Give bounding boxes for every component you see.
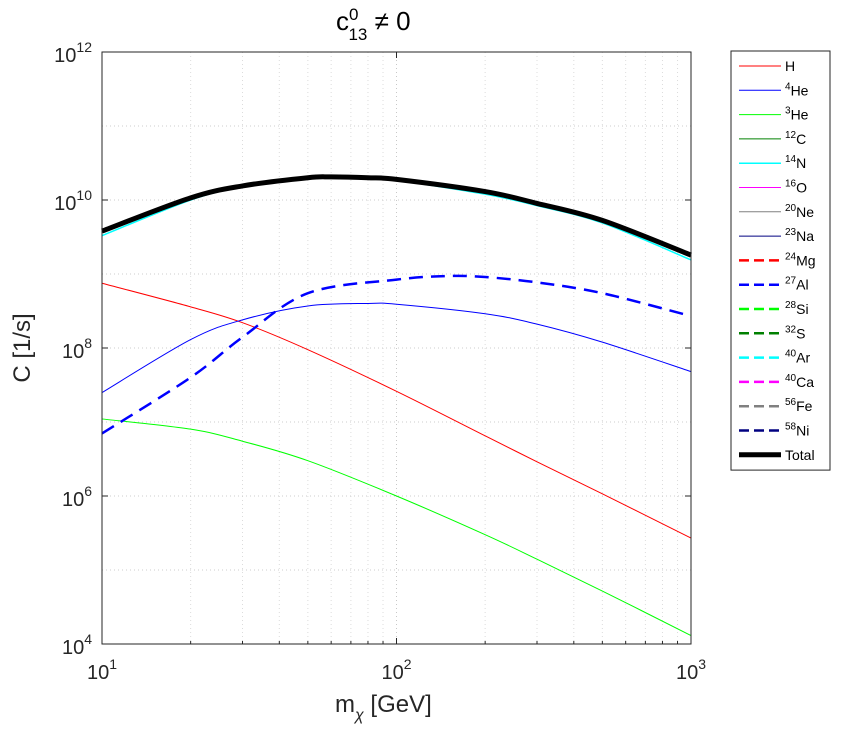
legend-label-16O: 16O xyxy=(785,179,807,196)
x-axis-label: mχ [GeV] xyxy=(335,691,432,724)
legend-label-4He: 4He xyxy=(785,81,809,98)
series-line-Total xyxy=(101,174,692,258)
legend-label-3He: 3He xyxy=(785,106,809,123)
series-line-27Al xyxy=(101,274,692,435)
x-axis-label-rest: [GeV] xyxy=(364,691,432,718)
legend-label-Total: Total xyxy=(785,447,815,463)
legend-label-24Mg: 24Mg xyxy=(785,251,816,268)
title-rest: ≠ 0 xyxy=(367,6,410,36)
y-tick-label: 106 xyxy=(62,483,92,511)
legend-label-58Ni: 58Ni xyxy=(785,422,809,439)
y-tick-label: 104 xyxy=(62,631,92,659)
legend-label-28Si: 28Si xyxy=(785,300,809,317)
title-base: c xyxy=(336,6,349,36)
chart-title: c0 13 ≠ 0 xyxy=(336,5,411,44)
series-line-4He xyxy=(101,302,692,393)
x-tick-label: 101 xyxy=(87,656,117,684)
y-axis-label: C [1/s] xyxy=(9,313,36,382)
legend-label-23Na: 23Na xyxy=(785,227,814,244)
legend-label-40Ar: 40Ar xyxy=(785,349,810,366)
y-tick-label: 1010 xyxy=(54,187,92,215)
legend-label-12C: 12C xyxy=(785,130,806,147)
legend-label-27Al: 27Al xyxy=(785,276,809,293)
y-tick-label: 1012 xyxy=(54,39,92,67)
legend-label-14N: 14N xyxy=(785,154,806,171)
axes xyxy=(101,51,692,645)
x-tick-label: 103 xyxy=(676,656,706,684)
tick-labels: 101 102 103 104 106 108 1010 1012 xyxy=(54,39,706,684)
series-line-3He xyxy=(101,418,692,637)
legend-label-H: H xyxy=(785,58,795,74)
title-sup: 0 xyxy=(349,5,358,24)
legend: H 4He 3He 12C 14N 16O 20Ne 23Na 24Mg 27Al 28Si 32S 4… xyxy=(730,50,831,471)
series-group xyxy=(101,174,692,637)
title-sub: 13 xyxy=(348,25,367,44)
x-axis-label-sub: χ xyxy=(353,707,364,724)
legend-label-32S: 32S xyxy=(785,324,805,341)
legend-label-20Ne: 20Ne xyxy=(785,203,814,220)
x-tick-label: 102 xyxy=(381,656,411,684)
y-tick-label: 108 xyxy=(62,335,92,363)
grid xyxy=(102,52,691,644)
x-axis-label-base: m xyxy=(335,691,355,718)
legend-label-40Ca: 40Ca xyxy=(785,373,814,390)
legend-label-56Fe: 56Fe xyxy=(785,397,813,414)
series-line-H xyxy=(101,282,692,539)
